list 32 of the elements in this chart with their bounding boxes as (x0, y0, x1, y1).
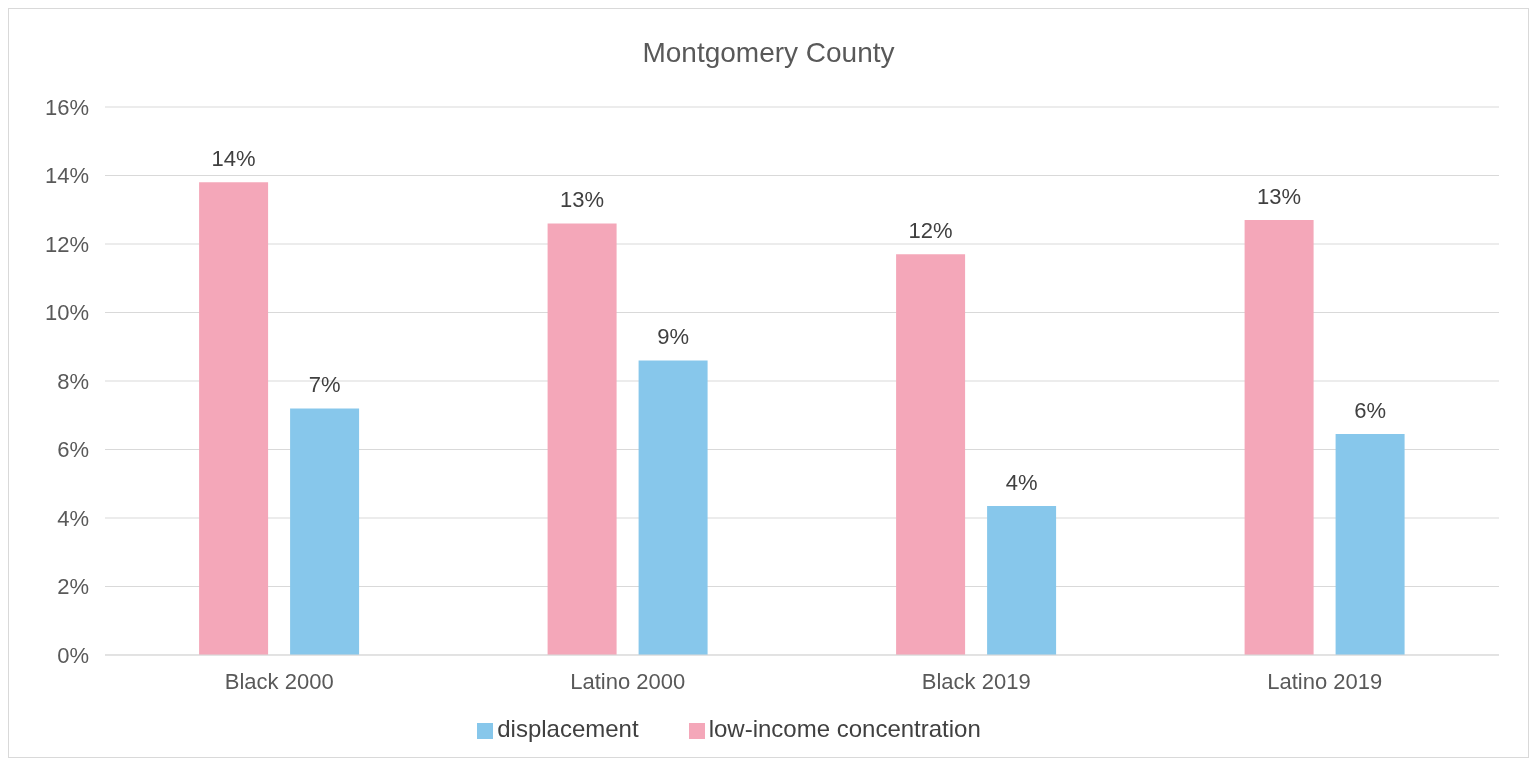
bar (638, 360, 708, 655)
y-tick-label: 6% (57, 437, 89, 463)
data-label: 14% (211, 146, 256, 172)
bar (987, 506, 1057, 655)
data-label: 4% (1005, 470, 1038, 496)
x-tick-label: Latino 2019 (1267, 668, 1383, 694)
y-tick-label: 14% (44, 163, 89, 189)
bar (547, 223, 617, 655)
data-label: 12% (908, 218, 953, 244)
y-tick-label: 4% (57, 505, 89, 531)
chart-title: Montgomery County (641, 37, 896, 69)
y-tick-label: 2% (57, 574, 89, 600)
bar (1244, 220, 1314, 655)
bar (199, 182, 269, 655)
data-label: 13% (560, 187, 605, 213)
bar (896, 254, 966, 655)
y-tick-label: 16% (44, 94, 89, 120)
data-label: 6% (1354, 398, 1386, 424)
legend-label: low-income concentration (708, 715, 981, 742)
x-tick-label: Black 2000 (224, 668, 334, 694)
bar (290, 408, 360, 655)
y-tick-label: 12% (44, 231, 89, 257)
x-tick-label: Black 2019 (921, 668, 1031, 694)
y-tick-label: 10% (44, 300, 89, 326)
data-label: 9% (657, 324, 689, 350)
x-tick-label: Latino 2000 (570, 668, 686, 694)
data-label: 13% (1257, 184, 1302, 210)
y-tick-label: 8% (57, 368, 89, 394)
y-tick-label: 0% (57, 642, 89, 668)
data-label: 7% (308, 372, 341, 398)
legend-label: displacement (497, 715, 639, 742)
bar (1335, 434, 1405, 655)
